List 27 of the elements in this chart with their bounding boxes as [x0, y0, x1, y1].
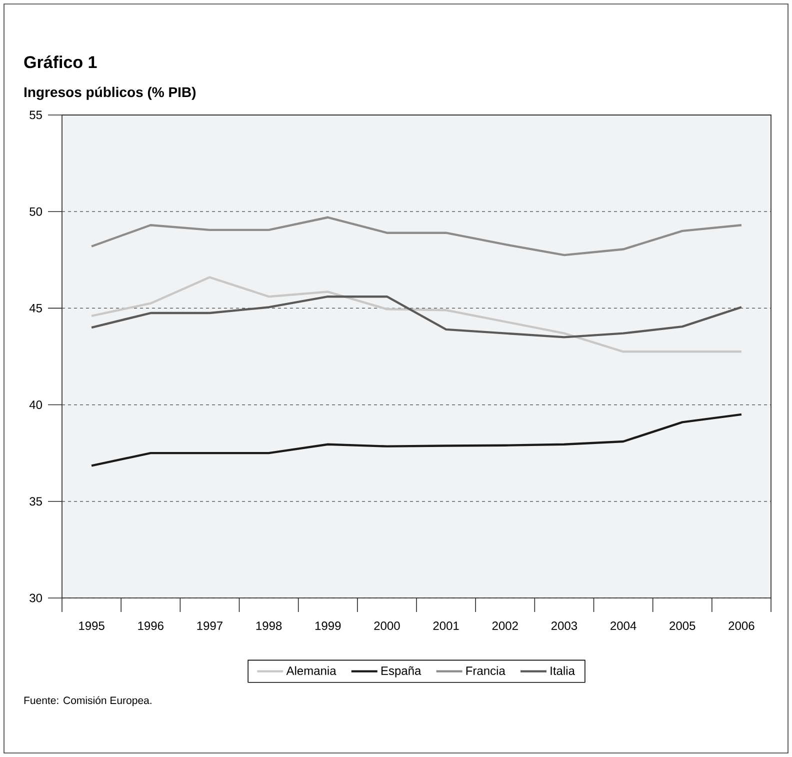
x-tick-label: 2002	[492, 622, 518, 630]
x-tick-label: 2003	[551, 622, 578, 630]
y-tick-label: 40	[29, 400, 42, 410]
y-tick-label: 35	[30, 497, 42, 506]
x-tick-label: 1998	[256, 622, 282, 630]
legend-label: España	[381, 666, 422, 678]
x-tick-label: 2001	[433, 622, 459, 630]
x-tick-label: 2004	[610, 622, 636, 630]
source-note: Fuente: Comisión Europea.	[24, 696, 152, 706]
legend-label: Alemania	[286, 666, 336, 676]
x-tick-label: 2000	[374, 622, 400, 630]
y-tick-label: 50	[30, 207, 42, 216]
chart-title: Gráfico 1	[24, 56, 97, 68]
chart-subtitle: Ingresos públicos (% PIB)	[24, 86, 196, 100]
legend-label: Italia	[550, 666, 575, 676]
x-tick-label: 1995	[79, 622, 104, 630]
line-series	[90, 216, 743, 256]
y-tick-label: 30	[30, 594, 42, 602]
x-tick-label: 2006	[728, 622, 754, 630]
y-tick-label: 55	[30, 110, 42, 120]
y-tick-label: 45	[29, 304, 42, 312]
x-tick-label: 1996	[138, 622, 164, 630]
line-series	[90, 296, 743, 338]
legend-label: Francia	[466, 666, 506, 676]
x-tick-label: 1999	[315, 622, 341, 630]
x-tick-label: 1997	[197, 622, 222, 630]
x-tick-label: 2005	[670, 622, 696, 630]
